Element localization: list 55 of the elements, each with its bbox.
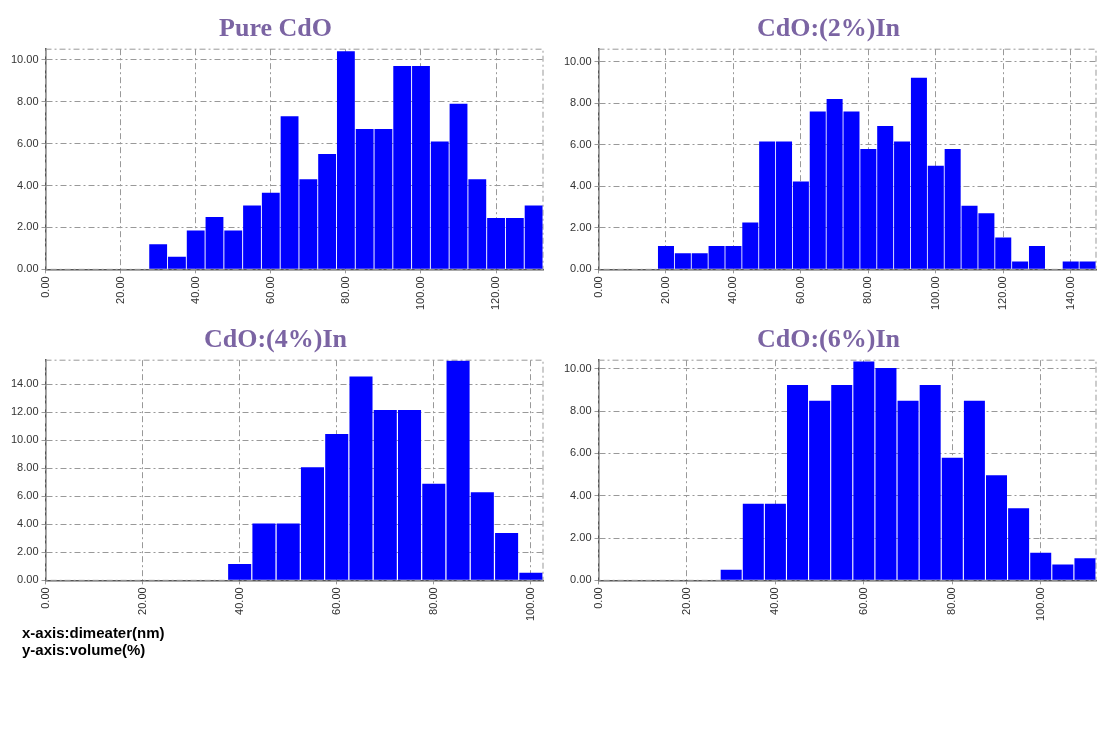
- x-tick-label: 100.00: [1033, 587, 1046, 622]
- y-tick-label: 2.00: [17, 220, 39, 233]
- x-tick-label: 120.00: [489, 276, 502, 311]
- y-tick-label: 2.00: [570, 531, 592, 544]
- chart-title: CdO:(2%)In: [756, 13, 901, 43]
- y-tick-label: 10.00: [11, 433, 39, 446]
- y-tick-label: 2.00: [570, 220, 592, 233]
- x-tick-label: 80.00: [945, 587, 958, 615]
- x-tick-label: 20.00: [680, 587, 692, 615]
- x-tick-label: 100.00: [523, 587, 536, 622]
- x-tick-label: 100.00: [928, 276, 941, 311]
- x-tick-label: 80.00: [338, 276, 351, 304]
- y-tick-label: 12.00: [11, 405, 39, 418]
- chart-title: CdO:(4%)In: [203, 324, 348, 354]
- chart-title: Pure CdO: [219, 13, 332, 43]
- x-tick-label: 100.00: [414, 276, 427, 311]
- x-tick-label: 40.00: [768, 587, 781, 615]
- x-tick-label: 60.00: [329, 587, 342, 615]
- x-tick-label: 40.00: [188, 276, 201, 304]
- y-tick-label: 4.00: [17, 178, 39, 191]
- y-tick-label: 4.00: [570, 488, 592, 501]
- y-tick-label: 0.00: [17, 573, 39, 586]
- y-tick-label: 10.00: [564, 361, 592, 374]
- x-tick-label: 20.00: [135, 587, 148, 615]
- x-tick-label: 40.00: [726, 276, 739, 304]
- x-tick-label: 60.00: [793, 276, 806, 304]
- y-tick-label: 0.00: [17, 262, 39, 275]
- y-tick-label: 6.00: [17, 136, 39, 149]
- y-tick-label: 8.00: [17, 94, 39, 107]
- y-tick-label: 8.00: [570, 404, 592, 417]
- x-tick-label: 20.00: [659, 276, 672, 304]
- y-tick-label: 10.00: [11, 52, 39, 65]
- y-tick-label: 4.00: [570, 179, 592, 192]
- y-tick-label: 0.00: [570, 262, 592, 275]
- text: x-axis:dimeater(nm): [21, 624, 166, 641]
- y-tick-label: 6.00: [570, 137, 592, 150]
- x-tick-label: 60.00: [263, 276, 276, 304]
- x-tick-label: 60.00: [856, 587, 869, 615]
- x-tick-label: 80.00: [861, 276, 874, 304]
- y-tick-label: 14.00: [11, 377, 39, 390]
- x-tick-label: 120.00: [996, 276, 1009, 311]
- y-tick-label: 10.00: [564, 54, 592, 67]
- y-tick-label: 6.00: [570, 446, 592, 459]
- y-tick-label: 6.00: [17, 489, 39, 502]
- y-tick-label: 8.00: [570, 96, 592, 109]
- x-tick-label: 40.00: [232, 587, 245, 615]
- y-tick-label: 2.00: [17, 545, 39, 558]
- x-tick-label: 80.00: [426, 587, 439, 615]
- chart-title: CdO:(6%)In: [756, 324, 901, 354]
- x-tick-label: 20.00: [113, 276, 126, 304]
- y-tick-label: 8.00: [17, 461, 39, 474]
- y-tick-label: 0.00: [570, 573, 592, 586]
- text: y-axis:volume(%): [21, 641, 147, 658]
- x-tick-label: 140.00: [1063, 276, 1076, 311]
- y-tick-label: 4.00: [17, 517, 39, 530]
